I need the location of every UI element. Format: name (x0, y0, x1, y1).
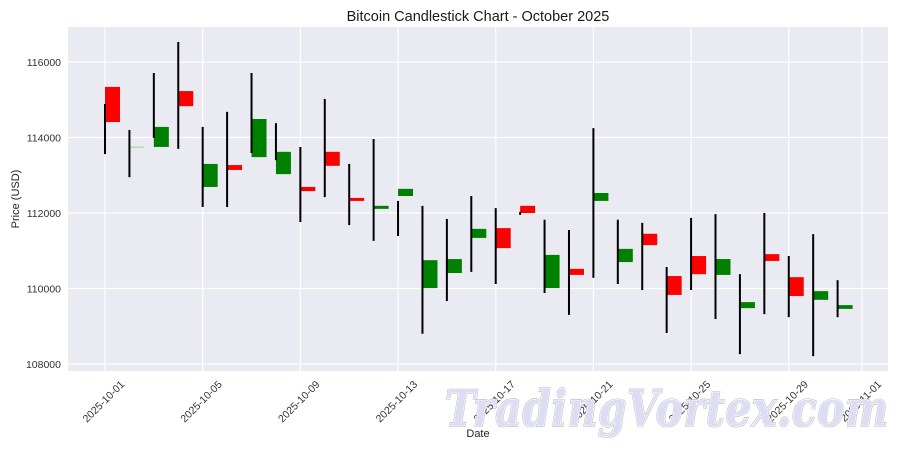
x-tick-label: 2025-10-17 (471, 379, 518, 426)
candle (543, 219, 560, 294)
candle (567, 229, 584, 315)
candle-body-up (739, 302, 755, 309)
candle-body-up (129, 146, 145, 148)
x-tick-label: 2025-10-09 (276, 379, 323, 426)
candle (152, 72, 169, 147)
candle-body-up (153, 126, 169, 147)
candle-body-up (544, 254, 560, 289)
x-tick-label: 2025-10-05 (178, 379, 225, 426)
candle (348, 163, 365, 226)
candle (641, 222, 658, 291)
candle-body-up (251, 119, 267, 158)
x-axis-ticks: 2025-10-01 2025-10-05 2025-10-09 2025-10-13… (81, 379, 885, 426)
candle (470, 196, 487, 272)
candle-body-down (324, 151, 340, 166)
x-tick-label: 2025-10-25 (667, 379, 714, 426)
candle-body-up (617, 248, 633, 263)
candle-body-down (691, 256, 707, 275)
y-axis-label: Price (USD) (10, 170, 22, 229)
candle (494, 208, 511, 284)
x-tick-label: 2025-10-01 (81, 379, 128, 426)
candle (323, 98, 340, 198)
candle-body-down (300, 186, 316, 192)
candle (592, 128, 609, 278)
candle-body-down (105, 86, 120, 123)
y-tick-label: 110000 (27, 284, 61, 296)
candle (763, 213, 780, 315)
x-tick-label: 2025-10-29 (764, 379, 811, 426)
candle-body-down (495, 228, 511, 249)
candle (690, 217, 707, 291)
candle (299, 146, 316, 223)
candle-body-down (764, 254, 780, 261)
x-tick-label: 2025-11-01 (838, 379, 884, 425)
plot-area (68, 27, 888, 371)
candle-body-down (227, 165, 243, 170)
candle-body-down (349, 197, 365, 201)
candle-body-down (178, 91, 194, 107)
candle (421, 205, 438, 334)
candles-layer (104, 41, 853, 357)
candle (519, 205, 536, 215)
candle (714, 214, 731, 320)
candle (250, 72, 267, 158)
candle-body-up (446, 259, 462, 274)
candle-body-down (520, 205, 536, 213)
candle (104, 86, 120, 155)
candle (201, 126, 218, 207)
candle (226, 111, 243, 207)
candle-body-up (837, 305, 853, 309)
y-tick-label: 112000 (27, 208, 61, 220)
candle (274, 123, 291, 175)
candle (836, 280, 853, 318)
candle-body-down (642, 233, 658, 246)
candle-body-down (788, 277, 804, 297)
candle (397, 188, 414, 237)
candle-body-down (568, 268, 584, 275)
candle (372, 139, 389, 241)
candle (665, 266, 682, 334)
candle (738, 274, 755, 355)
candle-body-up (398, 188, 414, 197)
candle-body-up (275, 151, 291, 175)
x-tick-label: 2025-10-21 (569, 379, 616, 426)
y-tick-label: 114000 (27, 133, 61, 145)
y-tick-label: 108000 (26, 359, 61, 371)
candle-body-up (593, 192, 609, 201)
candle (177, 41, 194, 149)
candle (616, 219, 633, 284)
candle-body-up (715, 259, 731, 275)
candle-body-up (471, 228, 487, 238)
x-axis-label: Date (466, 428, 489, 440)
candle-body-down (666, 276, 682, 295)
candle (787, 256, 804, 318)
candle-body-up (422, 260, 438, 289)
y-tick-label: 116000 (27, 57, 61, 69)
candle (445, 219, 462, 301)
candle (128, 129, 145, 178)
x-tick-label: 2025-10-13 (374, 379, 421, 426)
candle-body-up (202, 163, 218, 187)
candle-body-up (813, 291, 829, 300)
chart-title: Bitcoin Candlestick Chart - October 2025 (347, 9, 610, 25)
y-axis-ticks: 108000 110000 112000 114000 116000 (26, 57, 61, 371)
candle-body-up (373, 205, 389, 209)
candle (812, 234, 829, 357)
